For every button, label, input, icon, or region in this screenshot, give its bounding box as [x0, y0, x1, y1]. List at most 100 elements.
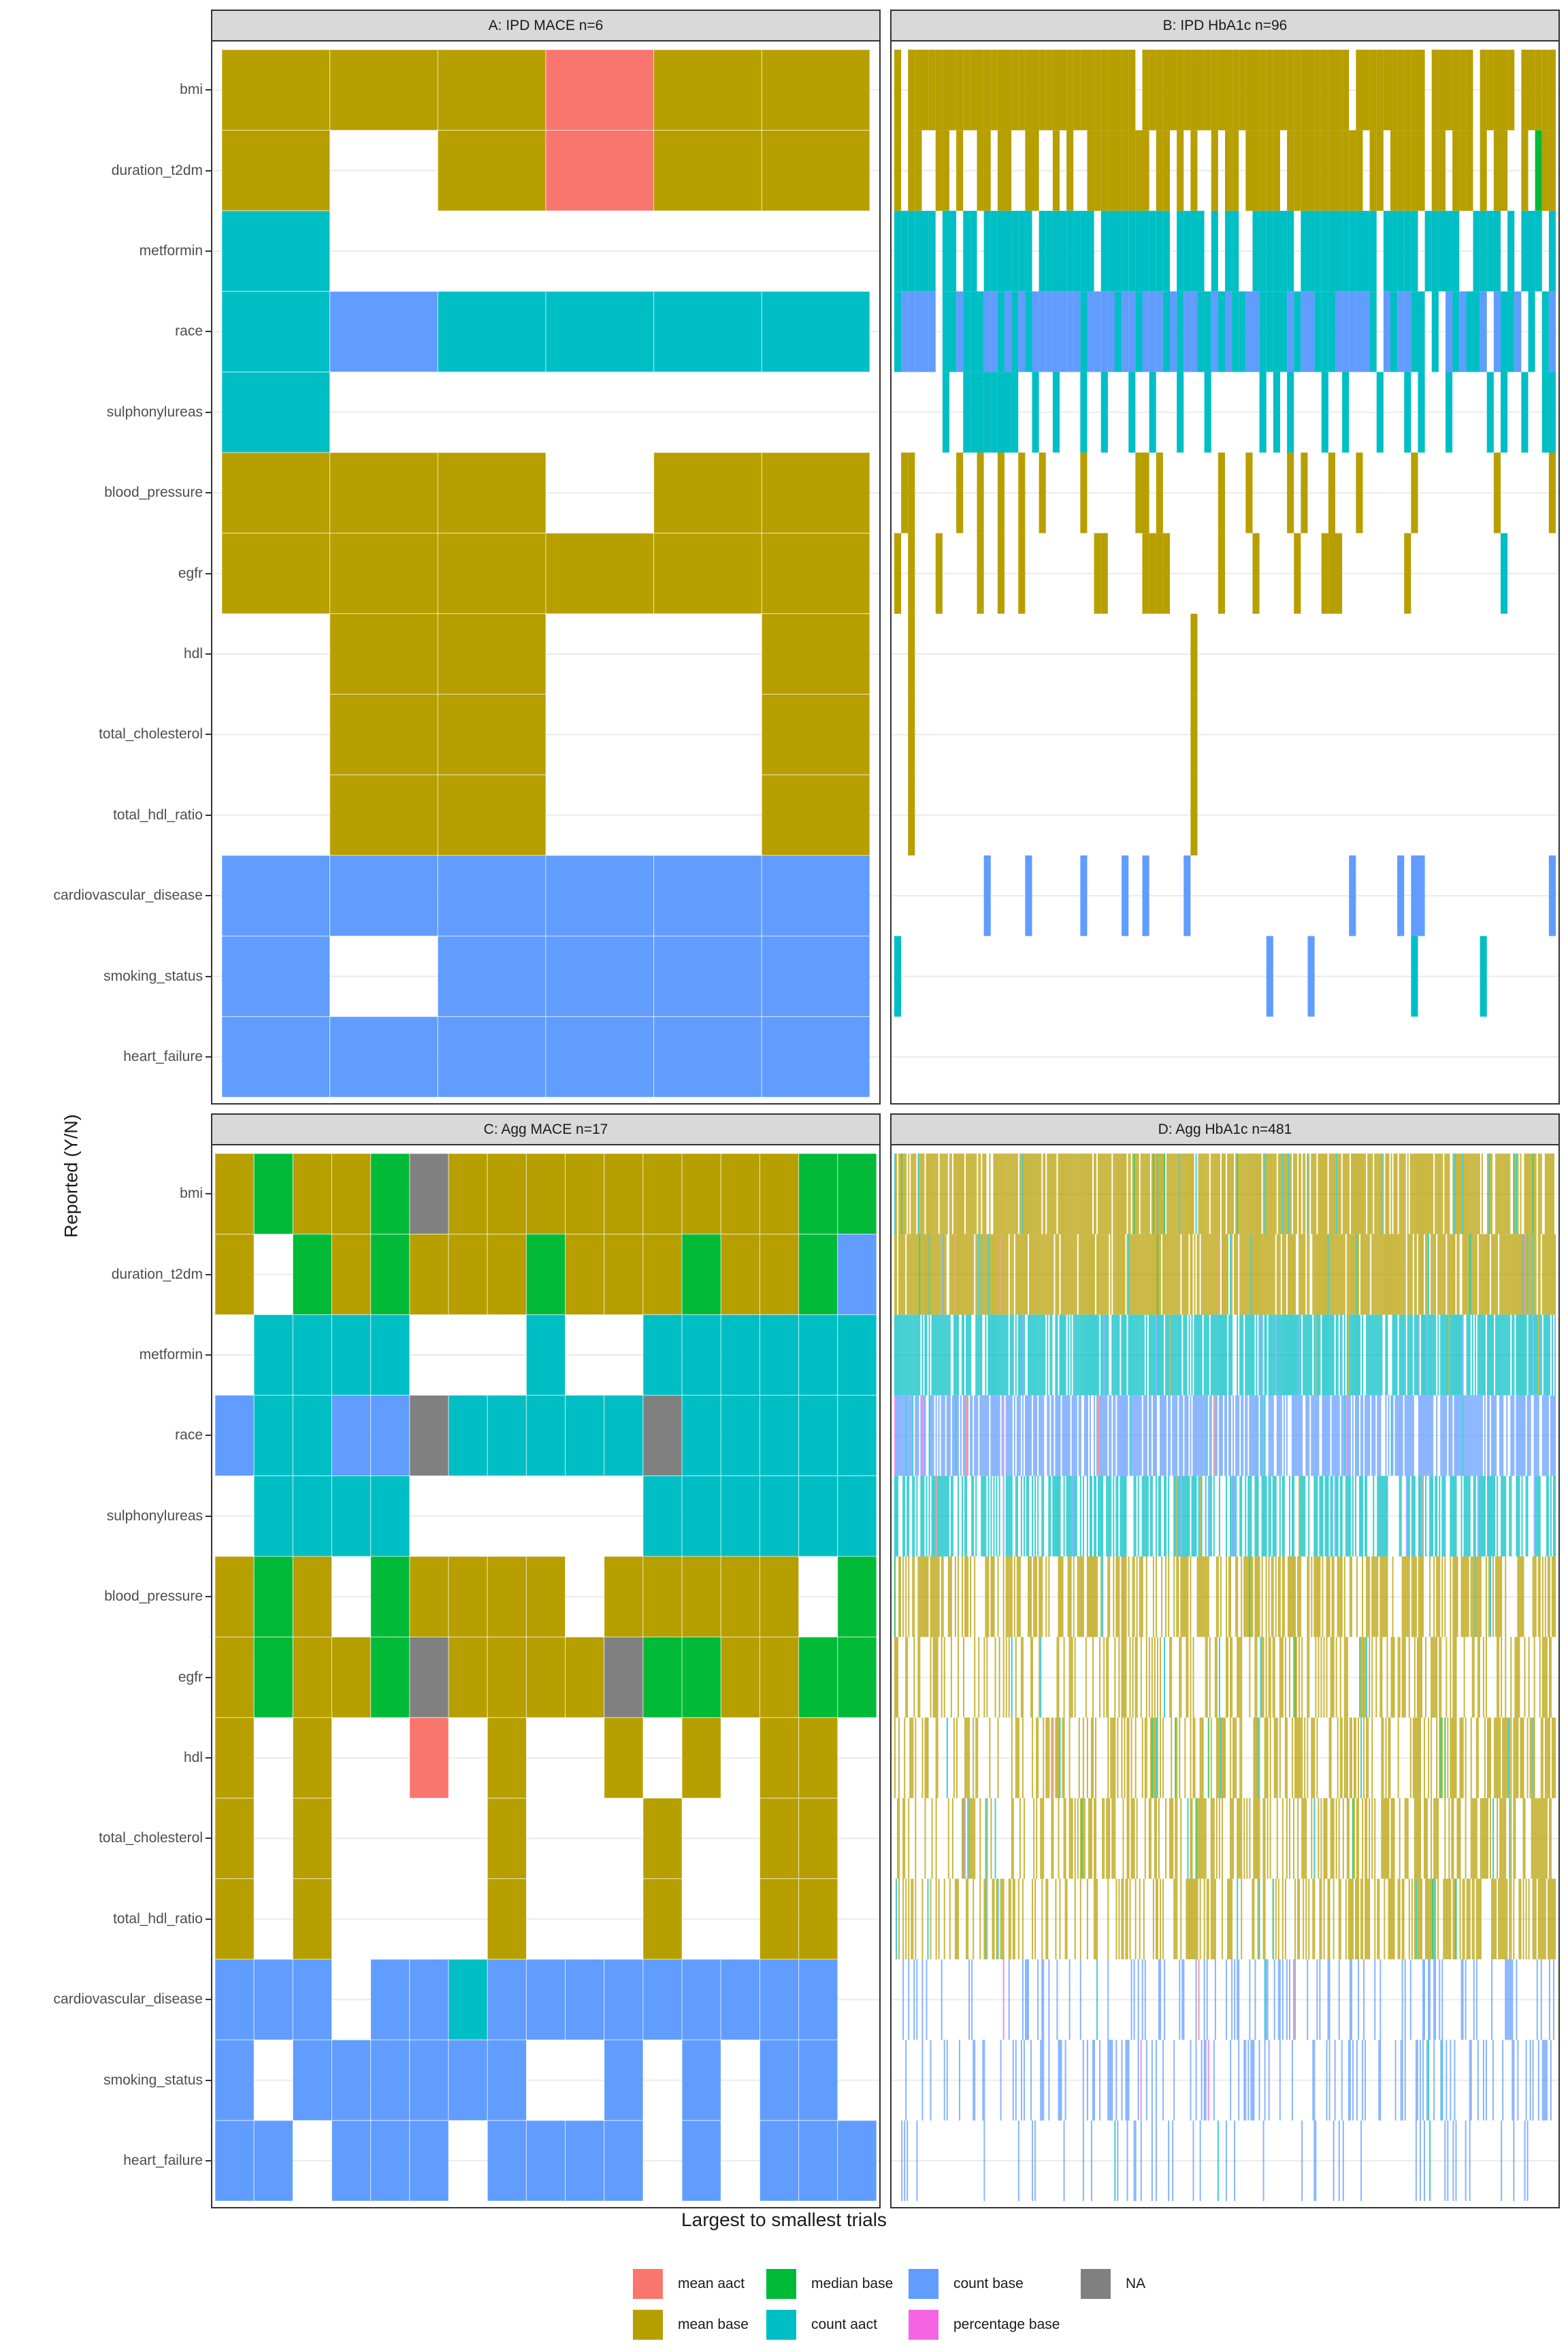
heatmap-cell: [1070, 1798, 1072, 1879]
heatmap-cell: [1118, 1637, 1120, 1718]
heatmap-cell: [1390, 1395, 1392, 1476]
heatmap-cell: [1374, 1154, 1376, 1235]
heatmap-cell: [1224, 1717, 1226, 1799]
y-tick: [206, 572, 211, 574]
heatmap-cell: [1419, 2040, 1421, 2121]
heatmap-cell: [1235, 1556, 1237, 1637]
heatmap-cell: [1396, 1234, 1398, 1315]
heatmap-cell: [1524, 1314, 1526, 1396]
heatmap-cell: [1438, 210, 1446, 292]
heatmap-cell: [221, 532, 331, 615]
heatmap-cell: [1218, 1798, 1220, 1879]
heatmap-cell: [1293, 1798, 1295, 1879]
heatmap-cell: [1482, 1314, 1484, 1396]
heatmap-cell: [1353, 1234, 1355, 1315]
heatmap-cell: [1366, 1878, 1368, 1959]
heatmap-cell: [1132, 1798, 1134, 1879]
heatmap-cell: [1041, 1234, 1043, 1315]
heatmap-cell: [1034, 1234, 1036, 1315]
row-label-hdl: hdl: [183, 1750, 203, 1765]
heatmap-cell: [653, 532, 762, 615]
heatmap-cell: [1220, 1556, 1222, 1637]
heatmap-cell: [720, 1556, 760, 1637]
heatmap-cell: [1546, 1798, 1548, 1879]
heatmap-cell: [1125, 1314, 1127, 1396]
heatmap-cell: [1509, 1475, 1511, 1556]
heatmap-cell: [1188, 1314, 1190, 1396]
heatmap-cell: [1115, 50, 1122, 131]
heatmap-cell: [1128, 1798, 1130, 1879]
heatmap-cell: [1485, 2040, 1487, 2121]
heatmap-cell: [990, 1234, 992, 1315]
heatmap-cell: [1356, 50, 1363, 131]
heatmap-cell: [1117, 2120, 1119, 2202]
heatmap-cell: [1109, 1395, 1111, 1476]
heatmap-cell: [1297, 1717, 1299, 1799]
heatmap-cell: [1303, 1798, 1305, 1879]
heatmap-cell: [1307, 1637, 1309, 1718]
heatmap-cell: [1148, 1798, 1150, 1879]
heatmap-cell: [1505, 1798, 1507, 1879]
heatmap-cell: [642, 1797, 683, 1880]
heatmap-cell: [950, 1154, 952, 1235]
heatmap-cell: [1462, 1878, 1464, 1959]
heatmap-cell: [1210, 1154, 1212, 1235]
heatmap-cell: [979, 1314, 981, 1396]
heatmap-cell: [970, 210, 977, 292]
heatmap-cell: [962, 1556, 964, 1637]
heatmap-cell: [953, 1314, 955, 1396]
heatmap-cell: [1392, 1556, 1394, 1637]
heatmap-cell: [894, 1556, 896, 1637]
heatmap-cell: [1090, 1234, 1092, 1315]
heatmap-cell: [1362, 1798, 1364, 1879]
heatmap-cell: [1403, 1154, 1405, 1235]
heatmap-cell: [1151, 1717, 1153, 1799]
heatmap-cell: [1510, 1637, 1512, 1718]
heatmap-cell: [1517, 1717, 1519, 1799]
heatmap-cell: [1217, 2120, 1219, 2202]
heatmap-cell: [936, 1314, 938, 1396]
heatmap-cell: [1512, 1314, 1514, 1396]
heatmap-cell: [1064, 1878, 1066, 1959]
heatmap-cell: [901, 453, 909, 534]
heatmap-cell: [761, 855, 870, 936]
heatmap-cell: [1002, 1314, 1004, 1396]
heatmap-cell: [1063, 1314, 1065, 1396]
heatmap-cell: [1230, 1878, 1232, 1959]
heatmap-cell: [1367, 1556, 1369, 1637]
heatmap-cell: [1348, 1154, 1350, 1235]
heatmap-cell: [998, 1637, 1000, 1718]
heatmap-cell: [1353, 1717, 1355, 1799]
heatmap-cell: [998, 1395, 1000, 1476]
heatmap-cell: [1052, 130, 1060, 211]
heatmap-cell: [1331, 1234, 1333, 1315]
heatmap-cell: [1213, 1395, 1215, 1476]
heatmap-cell: [1079, 1556, 1081, 1637]
heatmap-cell: [1547, 1395, 1549, 1476]
heatmap-cell: [1521, 1234, 1523, 1315]
heatmap-cell: [1122, 1395, 1124, 1476]
heatmap-cell: [963, 1395, 965, 1476]
heatmap-cell: [1276, 1234, 1278, 1315]
heatmap-cell: [1180, 1798, 1182, 1879]
heatmap-cell: [1177, 1154, 1179, 1235]
heatmap-cell: [1518, 1475, 1520, 1556]
heatmap-cell: [1009, 1475, 1011, 1556]
heatmap-cell: [964, 1798, 966, 1879]
heatmap-cell: [1067, 1475, 1069, 1556]
heatmap-cell: [971, 1395, 973, 1476]
heatmap-cell: [1092, 1637, 1094, 1718]
heatmap-cell: [894, 291, 902, 372]
heatmap-cell: [1492, 1556, 1494, 1637]
heatmap-cell: [1522, 1717, 1524, 1799]
heatmap-cell: [906, 1475, 909, 1556]
heatmap-cell: [1044, 1154, 1046, 1235]
heatmap-cell: [1362, 1314, 1364, 1396]
heatmap-cell: [1032, 1878, 1034, 1959]
heatmap-cell: [1420, 1234, 1422, 1315]
heatmap-cell: [1454, 1154, 1456, 1235]
heatmap-cell: [1058, 1556, 1060, 1637]
heatmap-cell: [1207, 2040, 1209, 2121]
heatmap-cell: [1456, 1798, 1458, 1879]
heatmap-cell: [942, 210, 949, 292]
